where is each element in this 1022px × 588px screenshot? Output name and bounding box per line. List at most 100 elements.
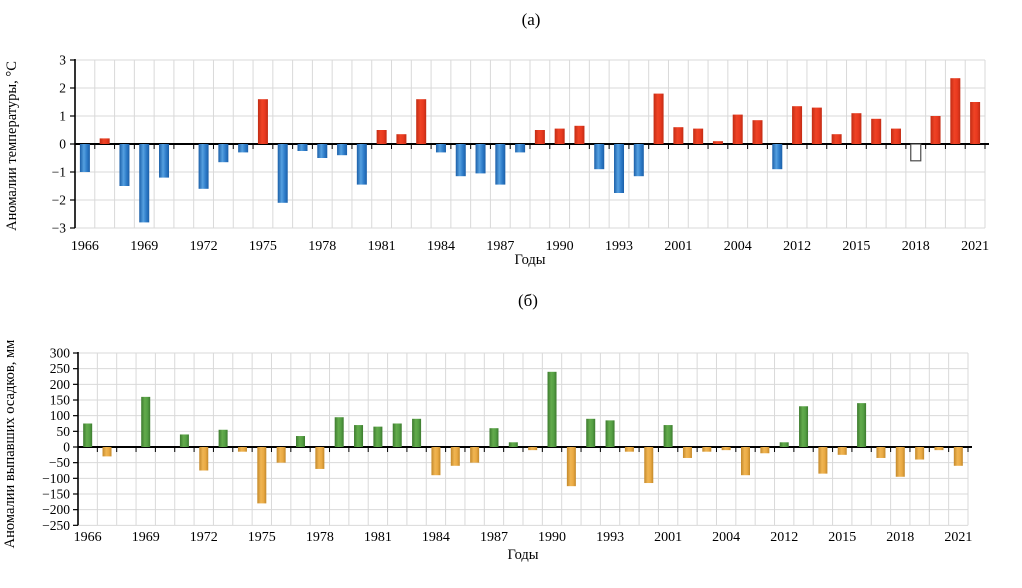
y-tick-label: −2 <box>52 193 66 208</box>
bar-2001 <box>673 127 684 144</box>
bar-1991 <box>566 447 576 487</box>
bar-1980 <box>354 425 364 447</box>
bar-1966 <box>79 144 90 172</box>
x-tick-label: 1993 <box>596 530 624 545</box>
bar-2020 <box>934 447 944 451</box>
x-tick-label: 1981 <box>364 530 392 545</box>
bar-2021 <box>953 447 963 466</box>
y-tick-label: −1 <box>52 165 66 180</box>
bar-2015 <box>837 447 847 455</box>
bar-2021 <box>970 102 981 144</box>
bar-1974 <box>237 447 247 452</box>
bar-slot-32 <box>712 141 723 144</box>
bar-1979 <box>337 144 348 156</box>
x-tick-label: 1966 <box>74 530 102 545</box>
bar-1969 <box>141 396 151 447</box>
bar-slot-32 <box>702 447 712 452</box>
x-tick-label: 1984 <box>427 239 455 254</box>
bar-slot-29 <box>644 447 654 484</box>
panel-a-label: (а) <box>522 10 541 29</box>
bar-1973 <box>218 144 229 163</box>
bar-1993 <box>614 144 625 193</box>
bar-1985 <box>450 447 460 466</box>
bar-1971 <box>179 434 189 447</box>
bar-1966 <box>83 423 93 447</box>
bar-1989 <box>534 130 545 144</box>
bar-2012 <box>779 442 789 447</box>
bar-1976 <box>277 144 288 203</box>
bar-slot-28 <box>633 144 644 177</box>
x-tick-label: 1969 <box>130 239 158 254</box>
bar-1970 <box>159 144 170 178</box>
x-tick-label: 1975 <box>248 530 276 545</box>
x-tick-label: 1984 <box>422 530 450 545</box>
x-tick-label: 1978 <box>306 530 334 545</box>
bar-2013 <box>811 107 822 144</box>
bar-2015 <box>851 113 862 144</box>
bar-1980 <box>356 144 367 185</box>
y-tick-label: −50 <box>49 455 70 470</box>
y-tick-label: −100 <box>42 471 70 486</box>
bar-2016 <box>857 403 867 447</box>
bar-1985 <box>455 144 466 177</box>
bar-slot-28 <box>624 447 634 452</box>
bar-1969 <box>139 144 150 223</box>
y-tick-label: −200 <box>42 502 70 517</box>
y-tick-label: 100 <box>50 408 71 423</box>
bar-1990 <box>554 128 565 144</box>
bar-1979 <box>334 417 344 447</box>
bar-1990 <box>547 371 557 447</box>
x-tick-label: 2015 <box>842 239 870 254</box>
bar-1992 <box>586 418 596 447</box>
bar-2016 <box>871 118 882 144</box>
x-tick-label: 2001 <box>654 530 682 545</box>
bar-2017 <box>890 128 901 144</box>
x-tick-label: 1981 <box>368 239 396 254</box>
bar-1981 <box>373 426 383 447</box>
x-tick-label: 2018 <box>886 530 914 545</box>
bar-slot-35 <box>760 447 770 454</box>
bar-2014 <box>831 134 842 144</box>
bar-2014 <box>818 447 828 474</box>
bar-2018 <box>910 143 922 162</box>
x-tick-label: 1978 <box>308 239 336 254</box>
x-tick-label: 1972 <box>190 530 218 545</box>
x-tick-label: 1972 <box>190 239 218 254</box>
bar-1981 <box>376 130 387 144</box>
bar-1977 <box>296 436 305 447</box>
bar-1975 <box>257 447 267 504</box>
bar-slot-31 <box>693 128 704 144</box>
bar-1986 <box>475 144 486 174</box>
x-tick-label: 2018 <box>902 239 930 254</box>
panel-b-label: (б) <box>518 291 538 310</box>
bar-1987 <box>495 144 506 185</box>
y-tick-label: 200 <box>50 377 71 392</box>
x-tick-label: 2004 <box>724 239 752 254</box>
bar-1967 <box>102 447 112 457</box>
bar-1987 <box>489 428 499 447</box>
bar-2012 <box>792 106 803 144</box>
bar-1978 <box>315 447 325 469</box>
bar-1986 <box>470 447 480 463</box>
bar-1975 <box>257 99 268 144</box>
bar-1976 <box>276 447 286 463</box>
bar-1983 <box>416 99 427 144</box>
bar-2020 <box>950 78 961 144</box>
bar-2019 <box>915 447 925 460</box>
x-tick-label: 1969 <box>132 530 160 545</box>
bar-1993 <box>605 420 615 447</box>
y-tick-label: 2 <box>59 81 66 96</box>
bar-1988 <box>515 144 526 153</box>
y-tick-label: −250 <box>42 518 70 533</box>
x-tick-label: 1990 <box>538 530 566 545</box>
y-tick-label: 0 <box>59 137 66 152</box>
x-tick-label: 1990 <box>546 239 574 254</box>
panel-a-y-axis-title: Аномалии температуры, °С <box>4 61 20 231</box>
x-tick-label: 2021 <box>944 530 972 545</box>
bar-1989 <box>528 447 538 451</box>
bar-1978 <box>317 144 328 158</box>
x-tick-label: 2012 <box>783 239 811 254</box>
